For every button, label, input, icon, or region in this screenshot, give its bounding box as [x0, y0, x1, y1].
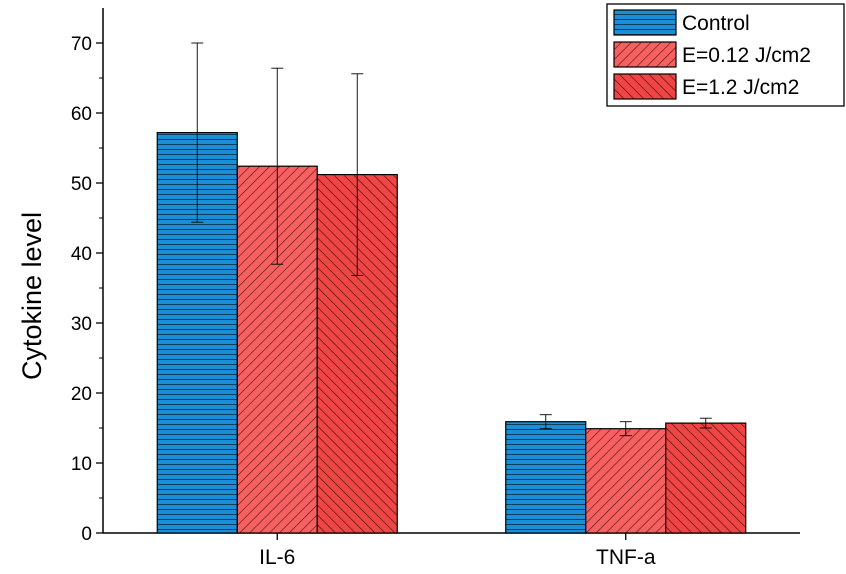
legend-label: E=0.12 J/cm2 [682, 44, 811, 67]
bar [505, 421, 587, 534]
axis-labels: Cytokine level [17, 212, 47, 380]
bar [585, 428, 667, 534]
legend-label: Control [682, 12, 750, 35]
legend: Control E=0.12 J/cm2 E=1.2 J/cm2 [606, 3, 845, 107]
y-tick-label: 10 [71, 454, 92, 475]
y-tick-label: 20 [71, 384, 92, 405]
y-tick-label: 0 [81, 524, 92, 545]
legend-swatch [613, 9, 677, 36]
y-tick-label: 70 [71, 34, 92, 55]
x-tick-label: TNF-a [596, 546, 656, 569]
y-tick-label: 40 [71, 244, 92, 265]
error-bars [191, 42, 712, 437]
legend-label: E=1.2 J/cm2 [682, 76, 799, 99]
bars [156, 132, 747, 534]
y-axis-label: Cytokine level [17, 212, 47, 380]
y-tick-label: 60 [71, 104, 92, 125]
legend-swatch [613, 73, 677, 100]
x-tick-label: IL-6 [259, 546, 295, 569]
y-tick-label: 50 [71, 174, 92, 195]
bar [665, 422, 747, 534]
legend-swatch [613, 41, 677, 68]
y-tick-label: 30 [71, 314, 92, 335]
axes: 0 10 20 30 40 50 60 70 IL-6 TNF-a [71, 8, 800, 569]
